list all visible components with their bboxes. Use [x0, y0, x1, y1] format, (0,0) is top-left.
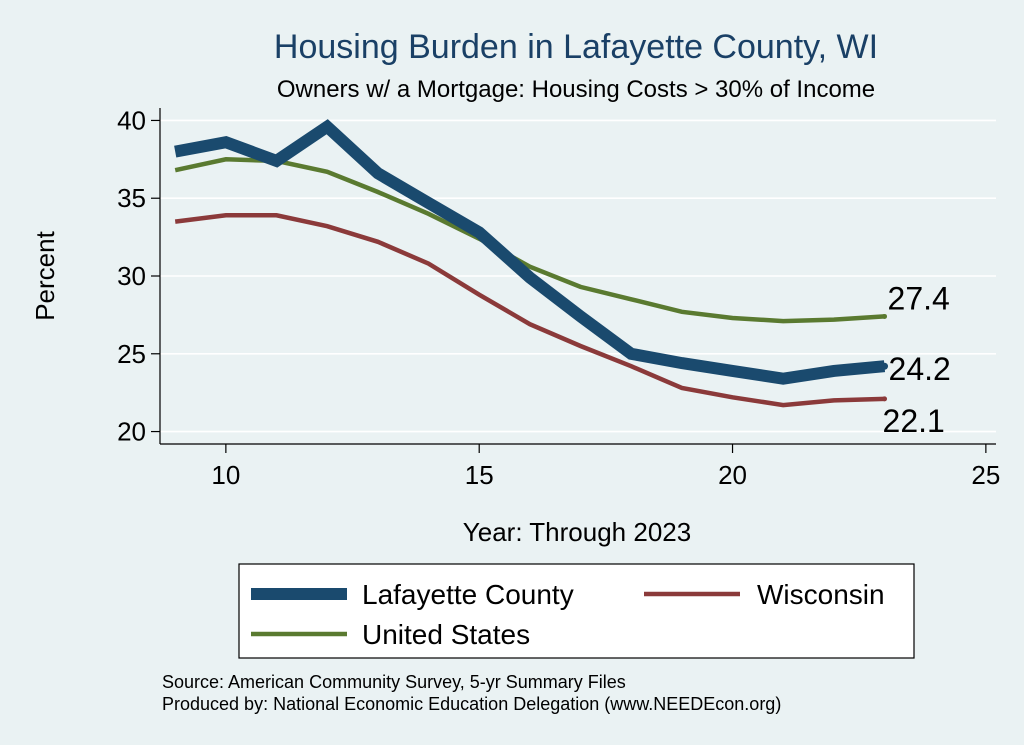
series-line-lafayette-county — [174, 119, 886, 385]
y-tick-label: 30 — [117, 261, 146, 291]
end-point-wisconsin — [882, 396, 888, 402]
y-tick-label: 20 — [117, 417, 146, 447]
series-lines — [174, 119, 889, 408]
chart-title: Housing Burden in Lafayette County, WI — [274, 28, 878, 66]
end-labels: 24.2 22.1 27.4 — [883, 280, 951, 438]
legend-label-lafayette-county: Lafayette County — [362, 579, 574, 610]
end-label-united-states: 27.4 — [888, 280, 950, 316]
y-tick-label: 25 — [117, 339, 146, 369]
axis-ticks: 20 25 30 35 40 10 15 20 25 — [117, 105, 1000, 490]
legend-label-united-states: United States — [362, 619, 530, 650]
legend: Lafayette County Wisconsin United States — [238, 563, 915, 659]
legend-label-wisconsin: Wisconsin — [757, 579, 885, 610]
end-label-lafayette-county: 24.2 — [889, 351, 951, 387]
produced-by-note: Produced by: National Economic Education… — [162, 694, 781, 714]
chart-subtitle: Owners w/ a Mortgage: Housing Costs > 30… — [277, 76, 875, 103]
end-label-wisconsin: 22.1 — [883, 403, 945, 439]
grid-lines — [160, 119, 996, 433]
legend-box — [238, 563, 915, 659]
y-tick-label: 35 — [117, 183, 146, 213]
end-point-lafayette-county — [881, 362, 889, 370]
source-note: Source: American Community Survey, 5-yr … — [162, 672, 626, 692]
x-tick-label: 10 — [211, 460, 240, 490]
y-axis-title: Percent — [30, 230, 60, 320]
end-point-united-states — [882, 313, 888, 319]
series-line-united-states — [174, 157, 885, 324]
x-axis-title: Year: Through 2023 — [463, 517, 691, 547]
x-tick-label: 20 — [718, 460, 747, 490]
y-tick-label: 40 — [117, 105, 146, 135]
x-tick-label: 25 — [971, 460, 1000, 490]
series-line-wisconsin — [174, 213, 885, 408]
x-tick-label: 15 — [465, 460, 494, 490]
